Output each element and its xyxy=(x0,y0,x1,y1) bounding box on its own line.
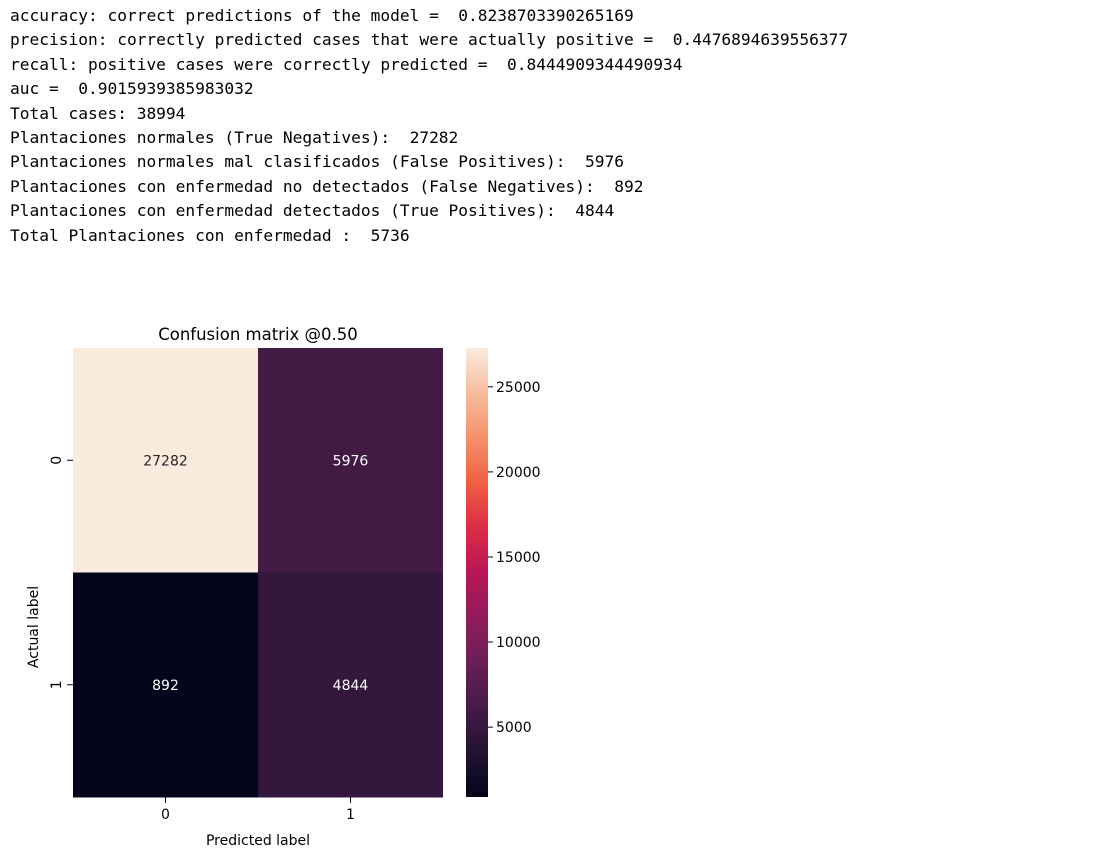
cell-label-1-1: 4844 xyxy=(333,678,369,694)
colorbar xyxy=(466,348,488,797)
colorbar-ticks: 5000 10000 15000 20000 25000 xyxy=(488,380,541,736)
heatmap-cell-1-1 xyxy=(258,572,443,798)
colorbar-tick-label-2: 15000 xyxy=(496,550,541,566)
chart-title: Confusion matrix @0.50 xyxy=(158,325,358,344)
cell-label-0-0: 27282 xyxy=(143,453,188,469)
output-line-true-negatives: Plantaciones normales (True Negatives): … xyxy=(10,127,459,147)
y-axis-label: Actual label xyxy=(26,586,42,668)
y-axis-ticks: 01 xyxy=(49,456,73,689)
cell-label-0-1: 5976 xyxy=(333,453,369,469)
output-line-recall: recall: positive cases were correctly pr… xyxy=(10,54,683,74)
output-line-false-negatives: Plantaciones con enfermedad no detectado… xyxy=(10,176,644,196)
heatmap-cells xyxy=(73,348,443,798)
output-line-accuracy: accuracy: correct predictions of the mod… xyxy=(10,6,634,25)
y-tick-label-0: 0 xyxy=(49,456,65,465)
colorbar-tick-label-1: 10000 xyxy=(496,635,541,651)
output-line-precision: precision: correctly predicted cases tha… xyxy=(10,30,849,50)
x-tick-label-1: 1 xyxy=(346,807,355,823)
output-line-true-positives: Plantaciones con enfermedad detectados (… xyxy=(10,201,615,221)
cell-label-1-0: 892 xyxy=(152,678,179,694)
output-line-false-positives: Plantaciones normales mal clasificados (… xyxy=(10,152,624,172)
console-output: accuracy: correct predictions of the mod… xyxy=(10,4,848,248)
y-tick-label-1: 1 xyxy=(49,680,65,689)
heatmap-cell-1-0 xyxy=(73,572,258,798)
x-tick-label-0: 0 xyxy=(161,807,170,823)
output-line-total-cases: Total cases: 38994 xyxy=(10,103,186,123)
x-axis-label: Predicted label xyxy=(206,833,310,849)
colorbar-tick-label-4: 25000 xyxy=(496,380,541,396)
colorbar-tick-label-0: 5000 xyxy=(496,720,532,736)
output-line-total-diseased: Total Plantaciones con enfermedad : 5736 xyxy=(10,225,410,245)
heatmap-cell-0-0 xyxy=(73,348,258,573)
heatmap-cell-0-1 xyxy=(258,348,443,573)
output-line-auc: auc = 0.9015939385983032 xyxy=(10,79,254,99)
colorbar-tick-label-3: 20000 xyxy=(496,465,541,481)
heatmap-cell-labels: 27282 5976 892 4844 xyxy=(143,453,368,694)
